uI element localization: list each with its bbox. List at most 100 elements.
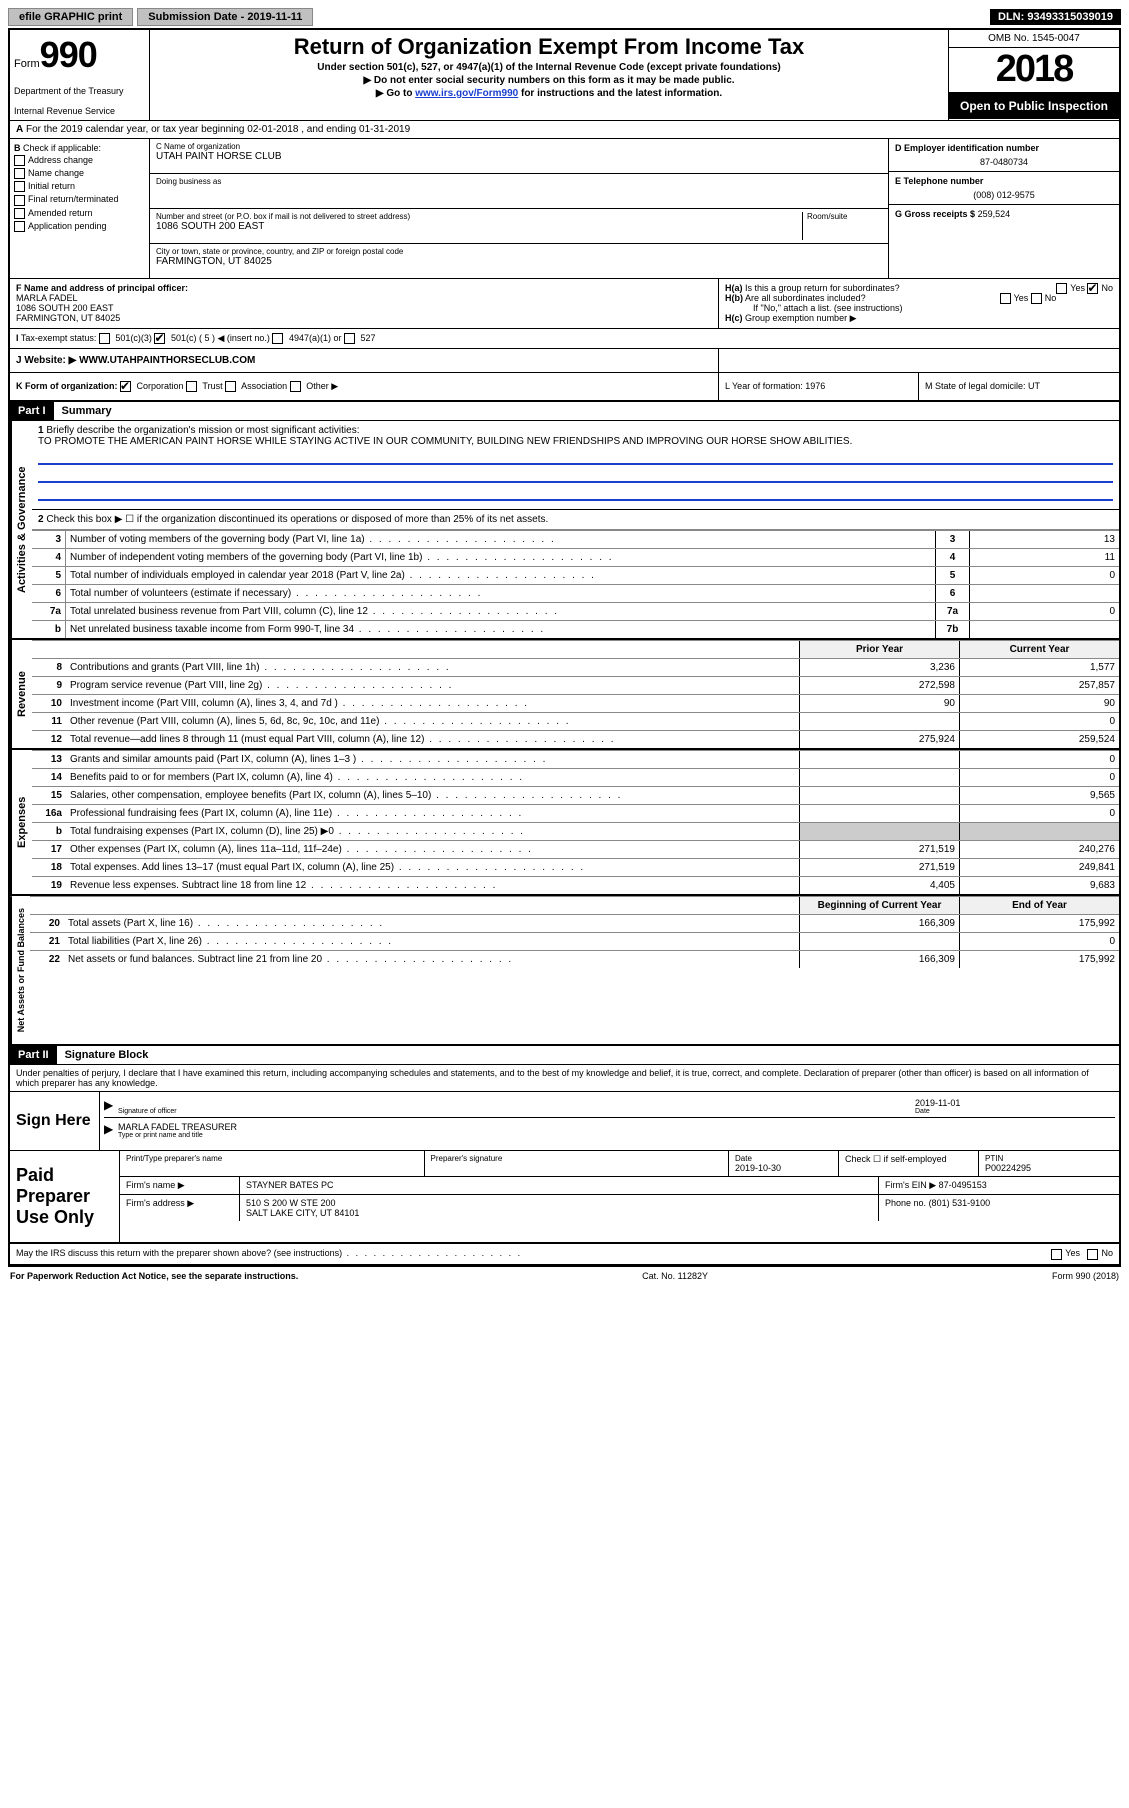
application-pending-checkbox[interactable] <box>14 221 25 232</box>
hb-yes-checkbox[interactable] <box>1000 293 1011 304</box>
hb-no-checkbox[interactable] <box>1031 293 1042 304</box>
corp-checkbox[interactable] <box>120 381 131 392</box>
section-h: H(a) Is this a group return for subordin… <box>719 279 1119 328</box>
fin-row: 21Total liabilities (Part X, line 26)0 <box>30 932 1119 950</box>
governance-section: Activities & Governance 1 Briefly descri… <box>10 421 1119 640</box>
column-b: B Check if applicable: Address change Na… <box>10 139 150 278</box>
gov-row: 4Number of independent voting members of… <box>32 548 1119 566</box>
sig-date: 2019-11-01 <box>915 1098 1115 1108</box>
signature-block: Under penalties of perjury, I declare th… <box>10 1065 1119 1264</box>
cat-no: Cat. No. 11282Y <box>642 1271 708 1281</box>
website-value: WWW.UTAHPAINTHORSECLUB.COM <box>79 355 255 366</box>
column-de: D Employer identification number 87-0480… <box>889 139 1119 278</box>
tax-year: 2018 <box>949 48 1119 93</box>
firm-addr1: 510 S 200 W STE 200 <box>246 1198 872 1208</box>
revenue-vert-label: Revenue <box>10 640 32 748</box>
form-title: Return of Organization Exempt From Incom… <box>154 34 944 60</box>
row-f-h: F Name and address of principal officer:… <box>10 279 1119 329</box>
prep-date: 2019-10-30 <box>735 1163 832 1173</box>
ha-no-checkbox[interactable] <box>1087 283 1098 294</box>
discuss-row: May the IRS discuss this return with the… <box>10 1244 1119 1264</box>
netassets-vert-label: Net Assets or Fund Balances <box>10 896 30 1044</box>
row-k: K Form of organization: Corporation Trus… <box>10 373 1119 402</box>
discuss-yes-checkbox[interactable] <box>1051 1249 1062 1260</box>
firm-addr2: SALT LAKE CITY, UT 84101 <box>246 1208 872 1218</box>
fin-row: 19Revenue less expenses. Subtract line 1… <box>32 876 1119 894</box>
final-return-checkbox[interactable] <box>14 195 25 206</box>
address-change-checkbox[interactable] <box>14 155 25 166</box>
firm-name: STAYNER BATES PC <box>240 1177 879 1194</box>
gov-row: 3Number of voting members of the governi… <box>32 530 1119 548</box>
form-number: 990 <box>40 34 97 75</box>
form-of-org: K Form of organization: Corporation Trus… <box>10 373 719 400</box>
trust-checkbox[interactable] <box>186 381 197 392</box>
fin-row: 22Net assets or fund balances. Subtract … <box>30 950 1119 968</box>
irs-label: Internal Revenue Service <box>14 106 145 116</box>
fin-row: 18Total expenses. Add lines 13–17 (must … <box>32 858 1119 876</box>
fin-row: 16aProfessional fundraising fees (Part I… <box>32 804 1119 822</box>
other-checkbox[interactable] <box>290 381 301 392</box>
fin-row: 20Total assets (Part X, line 16)166,3091… <box>30 914 1119 932</box>
fin-row: 10Investment income (Part VIII, column (… <box>32 694 1119 712</box>
form-prefix: Form <box>14 58 40 70</box>
ein-value: 87-0480734 <box>895 157 1113 167</box>
initial-return-checkbox[interactable] <box>14 181 25 192</box>
state-domicile: M State of legal domicile: UT <box>919 373 1119 400</box>
paperwork-notice: For Paperwork Reduction Act Notice, see … <box>10 1271 298 1281</box>
527-checkbox[interactable] <box>344 333 355 344</box>
net-header-row: Beginning of Current Year End of Year <box>30 896 1119 914</box>
gov-row: 7aTotal unrelated business revenue from … <box>32 602 1119 620</box>
efile-button[interactable]: efile GRAPHIC print <box>8 8 133 26</box>
current-year-header: Current Year <box>959 641 1119 658</box>
gov-row: bNet unrelated business taxable income f… <box>32 620 1119 638</box>
part1-badge: Part I <box>10 402 54 420</box>
fin-row: 17Other expenses (Part IX, column (A), l… <box>32 840 1119 858</box>
governance-vert-label: Activities & Governance <box>10 421 32 638</box>
omb-number: OMB No. 1545-0047 <box>949 30 1119 48</box>
prior-year-header: Prior Year <box>799 641 959 658</box>
assoc-checkbox[interactable] <box>225 381 236 392</box>
eoy-header: End of Year <box>959 897 1119 914</box>
gross-receipts: 259,524 <box>978 209 1011 219</box>
principal-officer: F Name and address of principal officer:… <box>10 279 719 328</box>
fin-row: 8Contributions and grants (Part VIII, li… <box>32 658 1119 676</box>
org-city: FARMINGTON, UT 84025 <box>156 256 882 267</box>
mission-description: 1 Briefly describe the organization's mi… <box>32 421 1119 510</box>
fin-row: 12Total revenue—add lines 8 through 11 (… <box>32 730 1119 748</box>
form990-link[interactable]: www.irs.gov/Form990 <box>415 88 518 99</box>
boy-header: Beginning of Current Year <box>799 897 959 914</box>
form-version: Form 990 (2018) <box>1052 1271 1119 1281</box>
dln-label: DLN: 93493315039019 <box>990 9 1121 25</box>
year-formation: L Year of formation: 1976 <box>719 373 919 400</box>
netassets-section: Net Assets or Fund Balances Beginning of… <box>10 896 1119 1046</box>
4947-checkbox[interactable] <box>272 333 283 344</box>
open-to-public: Open to Public Inspection <box>949 93 1119 119</box>
line-2: 2 Check this box ▶ ☐ if the organization… <box>32 510 1119 530</box>
row-i-tax-status: I Tax-exempt status: 501(c)(3) 501(c) ( … <box>10 329 1119 349</box>
form-subtitle-3: Go to www.irs.gov/Form990 for instructio… <box>154 88 944 99</box>
sign-here-label: Sign Here <box>10 1092 100 1150</box>
part2-badge: Part II <box>10 1046 57 1064</box>
amended-return-checkbox[interactable] <box>14 208 25 219</box>
fin-row: 9Program service revenue (Part VIII, lin… <box>32 676 1119 694</box>
501c3-checkbox[interactable] <box>99 333 110 344</box>
fin-row: 14Benefits paid to or for members (Part … <box>32 768 1119 786</box>
form-subtitle-2: Do not enter social security numbers on … <box>154 75 944 86</box>
header-left: Form990 Department of the Treasury Inter… <box>10 30 150 120</box>
fin-row: 13Grants and similar amounts paid (Part … <box>32 750 1119 768</box>
submission-date-button[interactable]: Submission Date - 2019-11-11 <box>137 8 313 26</box>
ptin-value: P00224295 <box>985 1163 1113 1173</box>
rev-header-row: Prior Year Current Year <box>32 640 1119 658</box>
name-change-checkbox[interactable] <box>14 168 25 179</box>
501c-checkbox[interactable] <box>154 333 165 344</box>
part1-title: Summary <box>54 405 112 417</box>
expenses-vert-label: Expenses <box>10 750 32 894</box>
ha-yes-checkbox[interactable] <box>1056 283 1067 294</box>
dept-label: Department of the Treasury <box>14 86 145 96</box>
part2-header-row: Part II Signature Block <box>10 1046 1119 1065</box>
self-employed: Check ☐ if self-employed <box>839 1151 979 1176</box>
revenue-section: Revenue Prior Year Current Year 8Contrib… <box>10 640 1119 750</box>
discuss-no-checkbox[interactable] <box>1087 1249 1098 1260</box>
header-right: OMB No. 1545-0047 2018 Open to Public In… <box>949 30 1119 120</box>
form-990-container: Form990 Department of the Treasury Inter… <box>8 28 1121 1267</box>
